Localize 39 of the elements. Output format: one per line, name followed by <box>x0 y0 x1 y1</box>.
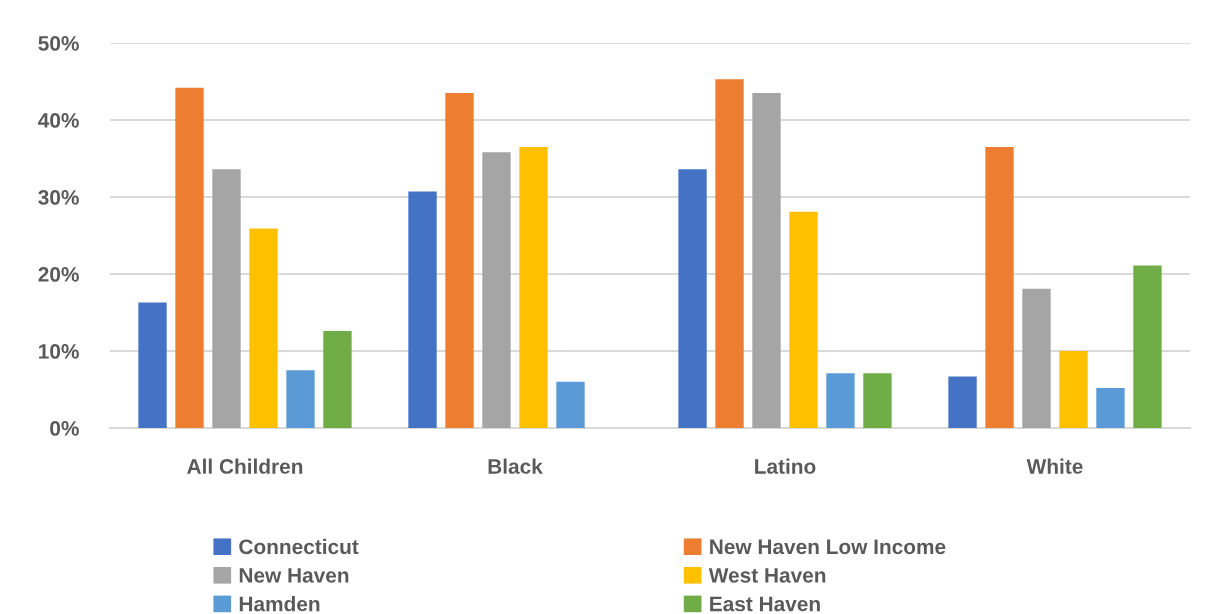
bar <box>826 373 855 428</box>
bar <box>863 373 892 428</box>
legend-label: Connecticut <box>239 538 359 555</box>
bar <box>249 228 278 428</box>
bar <box>323 330 352 428</box>
legend-label: New Haven Low Income <box>710 539 946 555</box>
bar <box>1096 387 1125 428</box>
bar <box>948 376 977 428</box>
bar <box>1133 265 1162 428</box>
y-tick-label: 20% <box>38 267 79 282</box>
bar <box>519 146 548 428</box>
legend-label: East Haven <box>710 596 820 612</box>
legend-label: New Haven <box>239 568 349 583</box>
bar <box>789 211 818 428</box>
legend-label: Hamden <box>239 596 320 612</box>
bar <box>286 370 315 428</box>
x-tick-label: Black <box>488 458 543 474</box>
bar <box>1059 351 1088 428</box>
y-tick-label: 30% <box>38 190 79 205</box>
x-tick-label: All Children <box>187 458 303 474</box>
bar <box>175 87 204 428</box>
y-tick-label: 0% <box>50 421 79 436</box>
bar <box>482 152 511 428</box>
y-tick-label: 50% <box>38 36 79 51</box>
bar <box>408 191 437 428</box>
y-tick-label: 10% <box>39 344 79 359</box>
bar <box>138 302 167 428</box>
bar <box>556 381 585 428</box>
legend-label: West Haven <box>708 568 826 583</box>
bar <box>445 93 474 428</box>
bar <box>752 93 781 428</box>
x-tick-label: White <box>1026 458 1083 474</box>
x-tick-label: Latino <box>755 458 816 474</box>
bar <box>715 79 744 428</box>
bar <box>678 169 707 428</box>
bar <box>212 169 241 428</box>
bar <box>1022 288 1051 428</box>
y-tick-label: 40% <box>38 113 79 128</box>
bar <box>985 146 1014 428</box>
